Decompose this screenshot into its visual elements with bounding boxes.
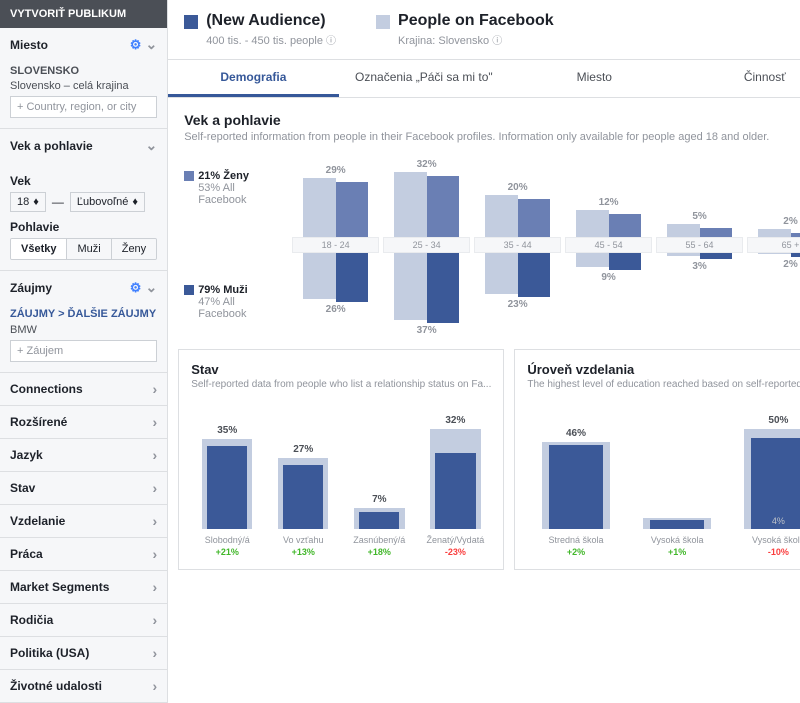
tab-1[interactable]: Označenia „Páči sa mi to" xyxy=(339,60,509,97)
chevron-down-icon: ⌄ xyxy=(145,36,157,52)
chevron-right-icon: › xyxy=(153,447,158,463)
header: (New Audience) 400 tis. - 450 tis. peopl… xyxy=(168,0,800,60)
mini-col: 50% 4% Vysoká škola -10% xyxy=(730,402,800,557)
edu-card: Úroveň vzdelania The highest level of ed… xyxy=(514,349,800,570)
acc-header-politika--usa-[interactable]: Politika (USA)› xyxy=(0,637,167,669)
chevron-down-icon: ⌄ xyxy=(145,279,157,295)
acc-header-connections[interactable]: Connections› xyxy=(0,373,167,405)
gender-men[interactable]: Muži xyxy=(67,239,111,259)
mini-col: Vysoká škola +1% xyxy=(629,402,726,557)
tab-3[interactable]: Činnosť xyxy=(680,60,800,97)
chevron-right-icon: › xyxy=(153,414,158,430)
mini-col: 35% Slobodný/á +21% xyxy=(191,402,263,557)
interest-input[interactable]: + Záujem xyxy=(10,340,157,362)
info-icon[interactable]: ⓘ xyxy=(326,36,336,47)
interest-item: BMW xyxy=(10,324,157,336)
tab-0[interactable]: Demografia xyxy=(168,60,338,97)
acc-header-place[interactable]: Miesto ⚙⌄ xyxy=(0,28,167,61)
chevron-right-icon: › xyxy=(153,546,158,562)
accordion-agegender: Vek a pohlavie ⌄ Vek 18 ♦ — Ľubovoľné ♦ … xyxy=(0,129,167,271)
sidebar-title: VYTVORIŤ PUBLIKUM xyxy=(0,0,167,28)
gender-segmented: Všetky Muži Ženy xyxy=(10,238,157,260)
chevron-right-icon: › xyxy=(153,579,158,595)
chevron-right-icon: › xyxy=(153,381,158,397)
age-col: 29% 18 - 24 26% xyxy=(292,155,379,335)
interests-path[interactable]: ZÁUJMY > ĎALŠIE ZÁUJMY xyxy=(10,308,157,320)
age-col: 5% 55 - 64 3% xyxy=(656,155,743,335)
acc-header-agegender[interactable]: Vek a pohlavie ⌄ xyxy=(0,129,167,162)
main: (New Audience) 400 tis. - 450 tis. peopl… xyxy=(168,0,800,703)
chevron-right-icon: › xyxy=(153,612,158,628)
swatch-facebook xyxy=(376,15,390,29)
mini-col: 32% Ženatý/Vydatá -23% xyxy=(419,402,491,557)
sidebar: VYTVORIŤ PUBLIKUM Miesto ⚙⌄ SLOVENSKO Sl… xyxy=(0,0,168,703)
tab-2[interactable]: Miesto xyxy=(509,60,679,97)
age-panel: Vek a pohlavie Self-reported information… xyxy=(168,98,800,349)
accordion-place: Miesto ⚙⌄ SLOVENSKO Slovensko – celá kra… xyxy=(0,28,167,129)
age-chart: 21% Ženy 53% All Facebook 79% Muži 47% A… xyxy=(184,155,800,335)
gender-women[interactable]: Ženy xyxy=(112,239,156,259)
acc-header-vzdelanie[interactable]: Vzdelanie› xyxy=(0,505,167,537)
swatch-audience xyxy=(184,15,198,29)
acc-header--ivotn--udalosti[interactable]: Životné udalosti› xyxy=(0,670,167,702)
chevron-right-icon: › xyxy=(153,480,158,496)
country-label: SLOVENSKO xyxy=(10,65,157,77)
acc-header-jazyk[interactable]: Jazyk› xyxy=(0,439,167,471)
status-card: Stav Self-reported data from people who … xyxy=(178,349,504,570)
acc-header-roz--ren-[interactable]: Rozšírené› xyxy=(0,406,167,438)
audience-block-2: People on Facebook Krajina: Slovensko ⓘ xyxy=(376,12,554,47)
acc-header-pr-ca[interactable]: Práca› xyxy=(0,538,167,570)
acc-header-rodi-ia[interactable]: Rodičia› xyxy=(0,604,167,636)
age-col: 32% 25 - 34 37% xyxy=(383,155,470,335)
gear-icon[interactable]: ⚙ xyxy=(130,37,142,52)
mini-col: 46% Stredná škola +2% xyxy=(527,402,624,557)
chevron-down-icon: ⌄ xyxy=(145,137,157,154)
mini-col: 27% Vo vzťahu +13% xyxy=(267,402,339,557)
acc-header-market-segments[interactable]: Market Segments› xyxy=(0,571,167,603)
acc-header-interests[interactable]: Záujmy ⚙⌄ xyxy=(0,271,167,304)
info-icon[interactable]: ⓘ xyxy=(492,36,502,47)
age-col: 12% 45 - 54 9% xyxy=(565,155,652,335)
age-title: Vek a pohlavie xyxy=(184,112,800,128)
tabs: DemografiaOznačenia „Páči sa mi to"Miest… xyxy=(168,60,800,98)
age-col: 2% 65 + 2% xyxy=(747,155,800,335)
age-from-select[interactable]: 18 ♦ xyxy=(10,192,46,212)
gender-all[interactable]: Všetky xyxy=(11,239,67,259)
chevron-right-icon: › xyxy=(153,645,158,661)
country-sub: Slovensko – celá krajina xyxy=(10,80,157,92)
mini-col: 7% Zasnúbený/á +18% xyxy=(343,402,415,557)
age-col: 20% 35 - 44 23% xyxy=(474,155,561,335)
accordion-interests: Záujmy ⚙⌄ ZÁUJMY > ĎALŠIE ZÁUJMY BMW + Z… xyxy=(0,271,167,373)
gear-icon[interactable]: ⚙ xyxy=(130,280,142,295)
chevron-right-icon: › xyxy=(153,513,158,529)
chevron-right-icon: › xyxy=(153,678,158,694)
place-input[interactable]: + Country, region, or city xyxy=(10,96,157,118)
audience-block-1: (New Audience) 400 tis. - 450 tis. peopl… xyxy=(184,12,336,47)
acc-header-stav[interactable]: Stav› xyxy=(0,472,167,504)
age-to-select[interactable]: Ľubovoľné ♦ xyxy=(70,192,145,212)
